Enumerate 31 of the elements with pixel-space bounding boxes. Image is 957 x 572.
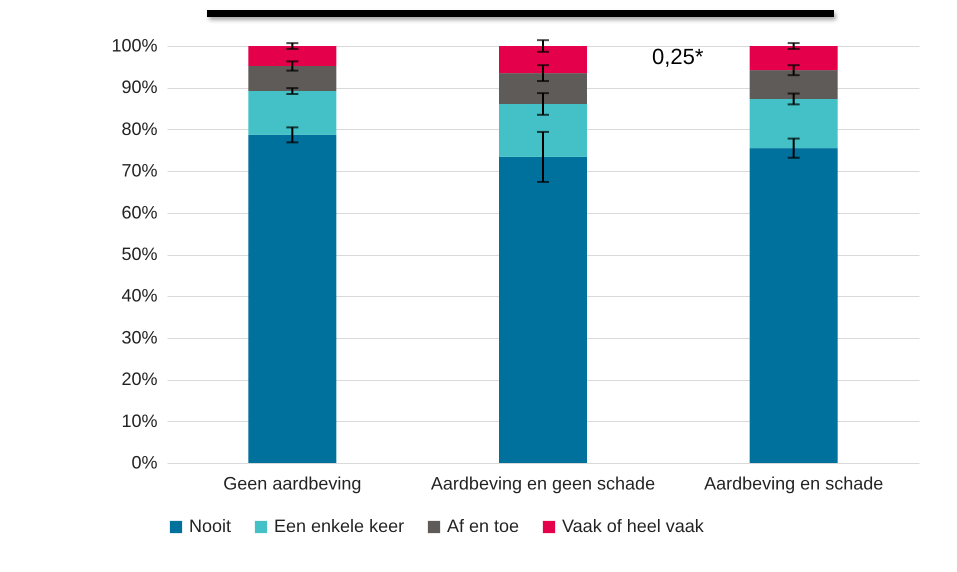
bar [750,148,838,463]
x-tick-label: Aardbeving en schade [704,474,884,494]
bar [499,156,587,463]
y-tick-label: 40% [121,286,158,306]
legend-label: Nooit [189,516,232,536]
y-tick-label: 90% [121,77,158,98]
annotation: 0,25* [652,44,704,70]
bar [248,91,336,135]
legend-label: Een enkele keer [274,516,404,536]
bar [750,98,838,148]
bar [499,73,587,104]
x-tick-label: Aardbeving en geen schade [430,474,656,494]
y-tick-label: 50% [121,244,158,264]
y-tick-label: 20% [121,369,158,390]
y-tick-label: 0% [131,452,158,472]
bar [750,46,838,70]
y-tick-label: 100% [111,36,158,56]
bar [499,104,587,157]
bar [750,70,838,99]
bar [499,46,587,74]
y-tick-label: 70% [121,160,158,181]
legend-label: Vaak of heel vaak [562,516,705,536]
x-tick-label: Geen aardbeving [223,474,362,494]
bar [248,134,336,463]
y-tick-label: 60% [121,202,158,222]
bar [248,46,336,66]
bar [248,66,336,92]
y-tick-label: 10% [121,410,158,431]
y-tick-label: 80% [121,118,158,139]
legend-label: Af en toe [447,516,520,536]
y-tick-label: 30% [121,327,158,348]
